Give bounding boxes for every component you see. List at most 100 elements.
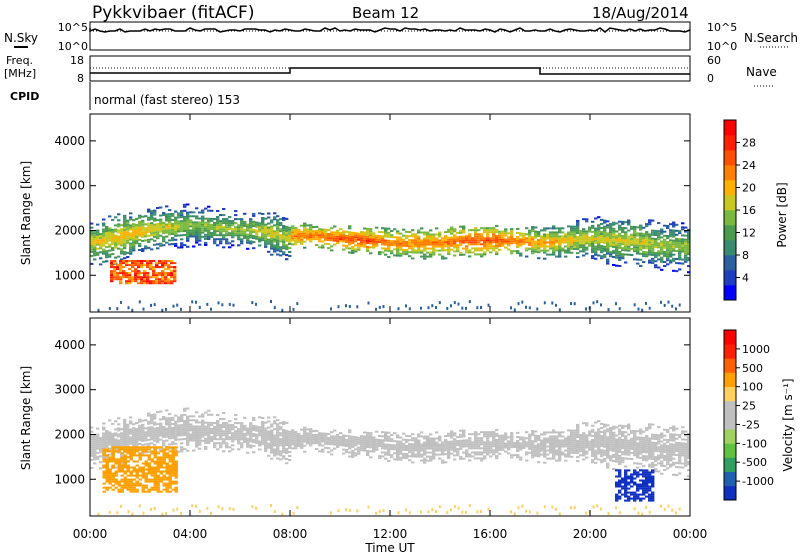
velocity-cell [639,448,643,451]
velocity-cell [444,461,448,464]
power-cell [627,241,631,244]
velocity-cell [645,427,649,430]
velocity-cell [633,454,637,457]
power-cell [639,238,643,241]
power-cell [489,247,493,250]
velocity-cell [213,442,217,445]
power-cell [360,241,364,244]
velocity-cell [450,444,454,447]
power-cell [198,305,201,309]
power-cell [510,238,514,241]
power-cell [687,236,691,239]
power-cell [408,239,412,242]
velocity-cell [657,454,661,457]
velocity-cell [372,446,376,449]
power-cell [231,244,235,247]
power-cell [228,224,232,227]
velocity-cell [150,438,154,441]
velocity-cell [279,458,283,461]
power-cell [411,229,415,232]
velocity-cell [570,431,574,434]
velocity-cell [591,439,595,441]
power-cell [597,248,601,251]
velocity-cell [600,445,604,448]
velocity-cell [282,439,286,442]
power-cell [135,238,139,241]
velocity-cell [555,459,559,462]
velocity-cell [459,441,463,444]
power-cell [147,210,151,213]
velocity-cell [543,453,547,456]
velocity-cell [234,434,238,437]
power-cell [125,274,129,277]
power-cell [486,229,490,232]
power-cell [444,245,448,248]
power-cell [576,240,580,242]
velocity-cell [624,447,628,450]
power-cell [141,239,145,242]
power-cell [96,237,100,240]
velocity-cell [504,446,508,449]
velocity-cell [672,447,676,450]
velocity-cell [393,452,397,455]
power-cell [330,307,332,311]
velocity-cell [105,472,109,475]
velocity-cell [363,437,367,440]
power-cell [134,270,138,273]
power-cell [345,247,349,249]
power-cell [351,233,355,236]
nave-tick-bottom: 0 [707,72,714,85]
velocity-cell [186,431,190,434]
power-cell [306,234,310,237]
velocity-cell [555,451,559,454]
power-cell [582,240,586,243]
power-cell [216,218,220,221]
power-cell [153,239,157,242]
velocity-cell [270,439,274,442]
power-cell [480,233,484,236]
power-cell [162,228,166,231]
power-cell [564,233,568,236]
power-cell [177,216,181,219]
power-cell [99,239,103,242]
velocity-cell [141,423,145,426]
velocity-cell [645,447,649,450]
velocity-cell [639,452,643,455]
power-cell [261,219,265,221]
power-cell [252,225,256,227]
velocity-cell [423,441,427,444]
power-cell [648,237,652,240]
power-cell [456,250,460,253]
power-cell [149,266,153,269]
velocity-cell [600,426,604,429]
velocity-cell [609,449,613,452]
power-cell [465,245,469,248]
power-cell [158,272,162,275]
velocity-cell [420,449,424,452]
velocity-cell [243,416,247,419]
power-cell [531,246,535,249]
power-cell [603,253,607,256]
velocity-cell [102,490,106,493]
power-cell [159,244,163,247]
velocity-cell [183,425,187,428]
power-cell [663,250,667,253]
velocity-cell [327,437,331,439]
power-cell [639,242,643,245]
power-cell [657,230,661,233]
velocity-cell [273,436,277,439]
power-cell [105,256,109,259]
power-cell [585,307,587,311]
power-cell [438,231,442,234]
velocity-cell [126,423,130,426]
power-cell [134,262,138,265]
velocity-cell [351,439,355,442]
velocity-cell [585,422,589,425]
power-cell [633,303,636,307]
power-cell [306,236,310,239]
velocity-cell [159,430,163,433]
power-cell [675,241,679,244]
power-cell [585,248,589,251]
power-cell [120,252,124,255]
velocity-cell [642,440,646,443]
